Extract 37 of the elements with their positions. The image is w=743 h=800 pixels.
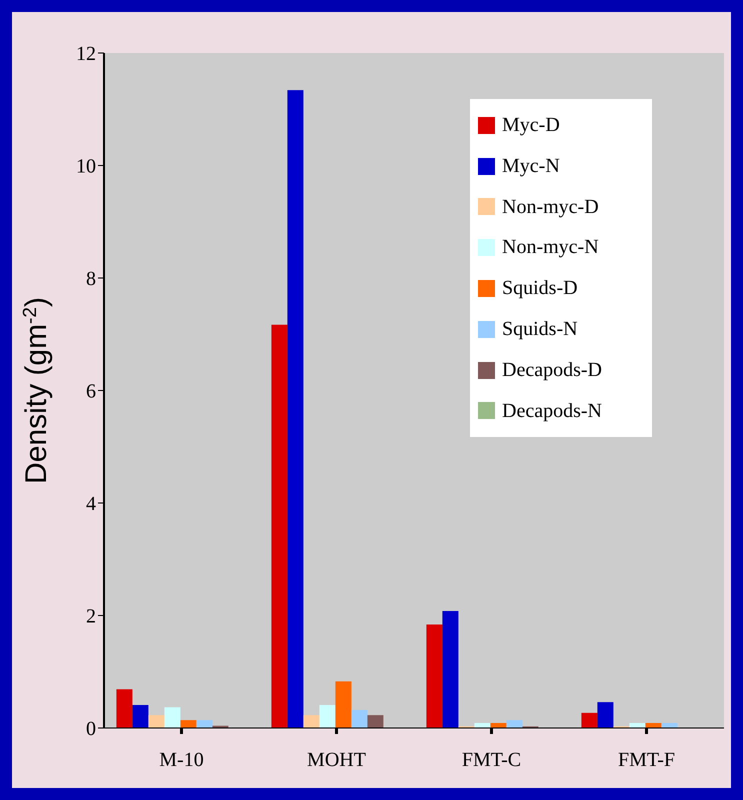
y-tick-label: 12	[76, 43, 96, 66]
legend-label: Squids-N	[502, 316, 578, 342]
y-tick-label: 6	[86, 380, 96, 403]
x-tick-label: M-10	[159, 749, 204, 772]
x-tick-label: MOHT	[307, 749, 366, 772]
x-tick-label: FMT-F	[618, 749, 676, 772]
bar	[506, 720, 522, 728]
y-tick-label: 8	[86, 268, 96, 290]
bar	[442, 611, 458, 728]
y-tick-label: 10	[76, 156, 96, 178]
legend-label: Squids-D	[502, 276, 578, 302]
y-tick-label: 2	[86, 606, 96, 628]
legend-label: Decapods-N	[502, 398, 602, 424]
bar	[164, 707, 180, 728]
bar	[335, 681, 352, 728]
bar	[287, 90, 304, 728]
bar	[351, 710, 368, 728]
bar	[271, 324, 288, 728]
legend-label: Decapods-D	[502, 358, 602, 383]
bar	[148, 715, 164, 728]
bar	[367, 715, 384, 728]
bar	[132, 704, 148, 728]
y-tick-label: 4	[86, 493, 96, 516]
bar	[303, 715, 320, 728]
bar	[196, 720, 212, 728]
bar	[426, 624, 442, 728]
legend-label: Non-myc-N	[502, 235, 599, 260]
bar	[180, 720, 196, 728]
y-tick-label: 0	[86, 718, 96, 740]
x-tick-label: FMT-C	[462, 749, 522, 772]
bar	[319, 704, 336, 728]
legend-label: Myc-D	[502, 113, 560, 138]
legend-label: Non-myc-D	[502, 194, 599, 220]
bar	[116, 689, 132, 728]
bar	[581, 712, 598, 728]
bar	[597, 702, 614, 728]
legend-label: Myc-N	[502, 154, 560, 179]
